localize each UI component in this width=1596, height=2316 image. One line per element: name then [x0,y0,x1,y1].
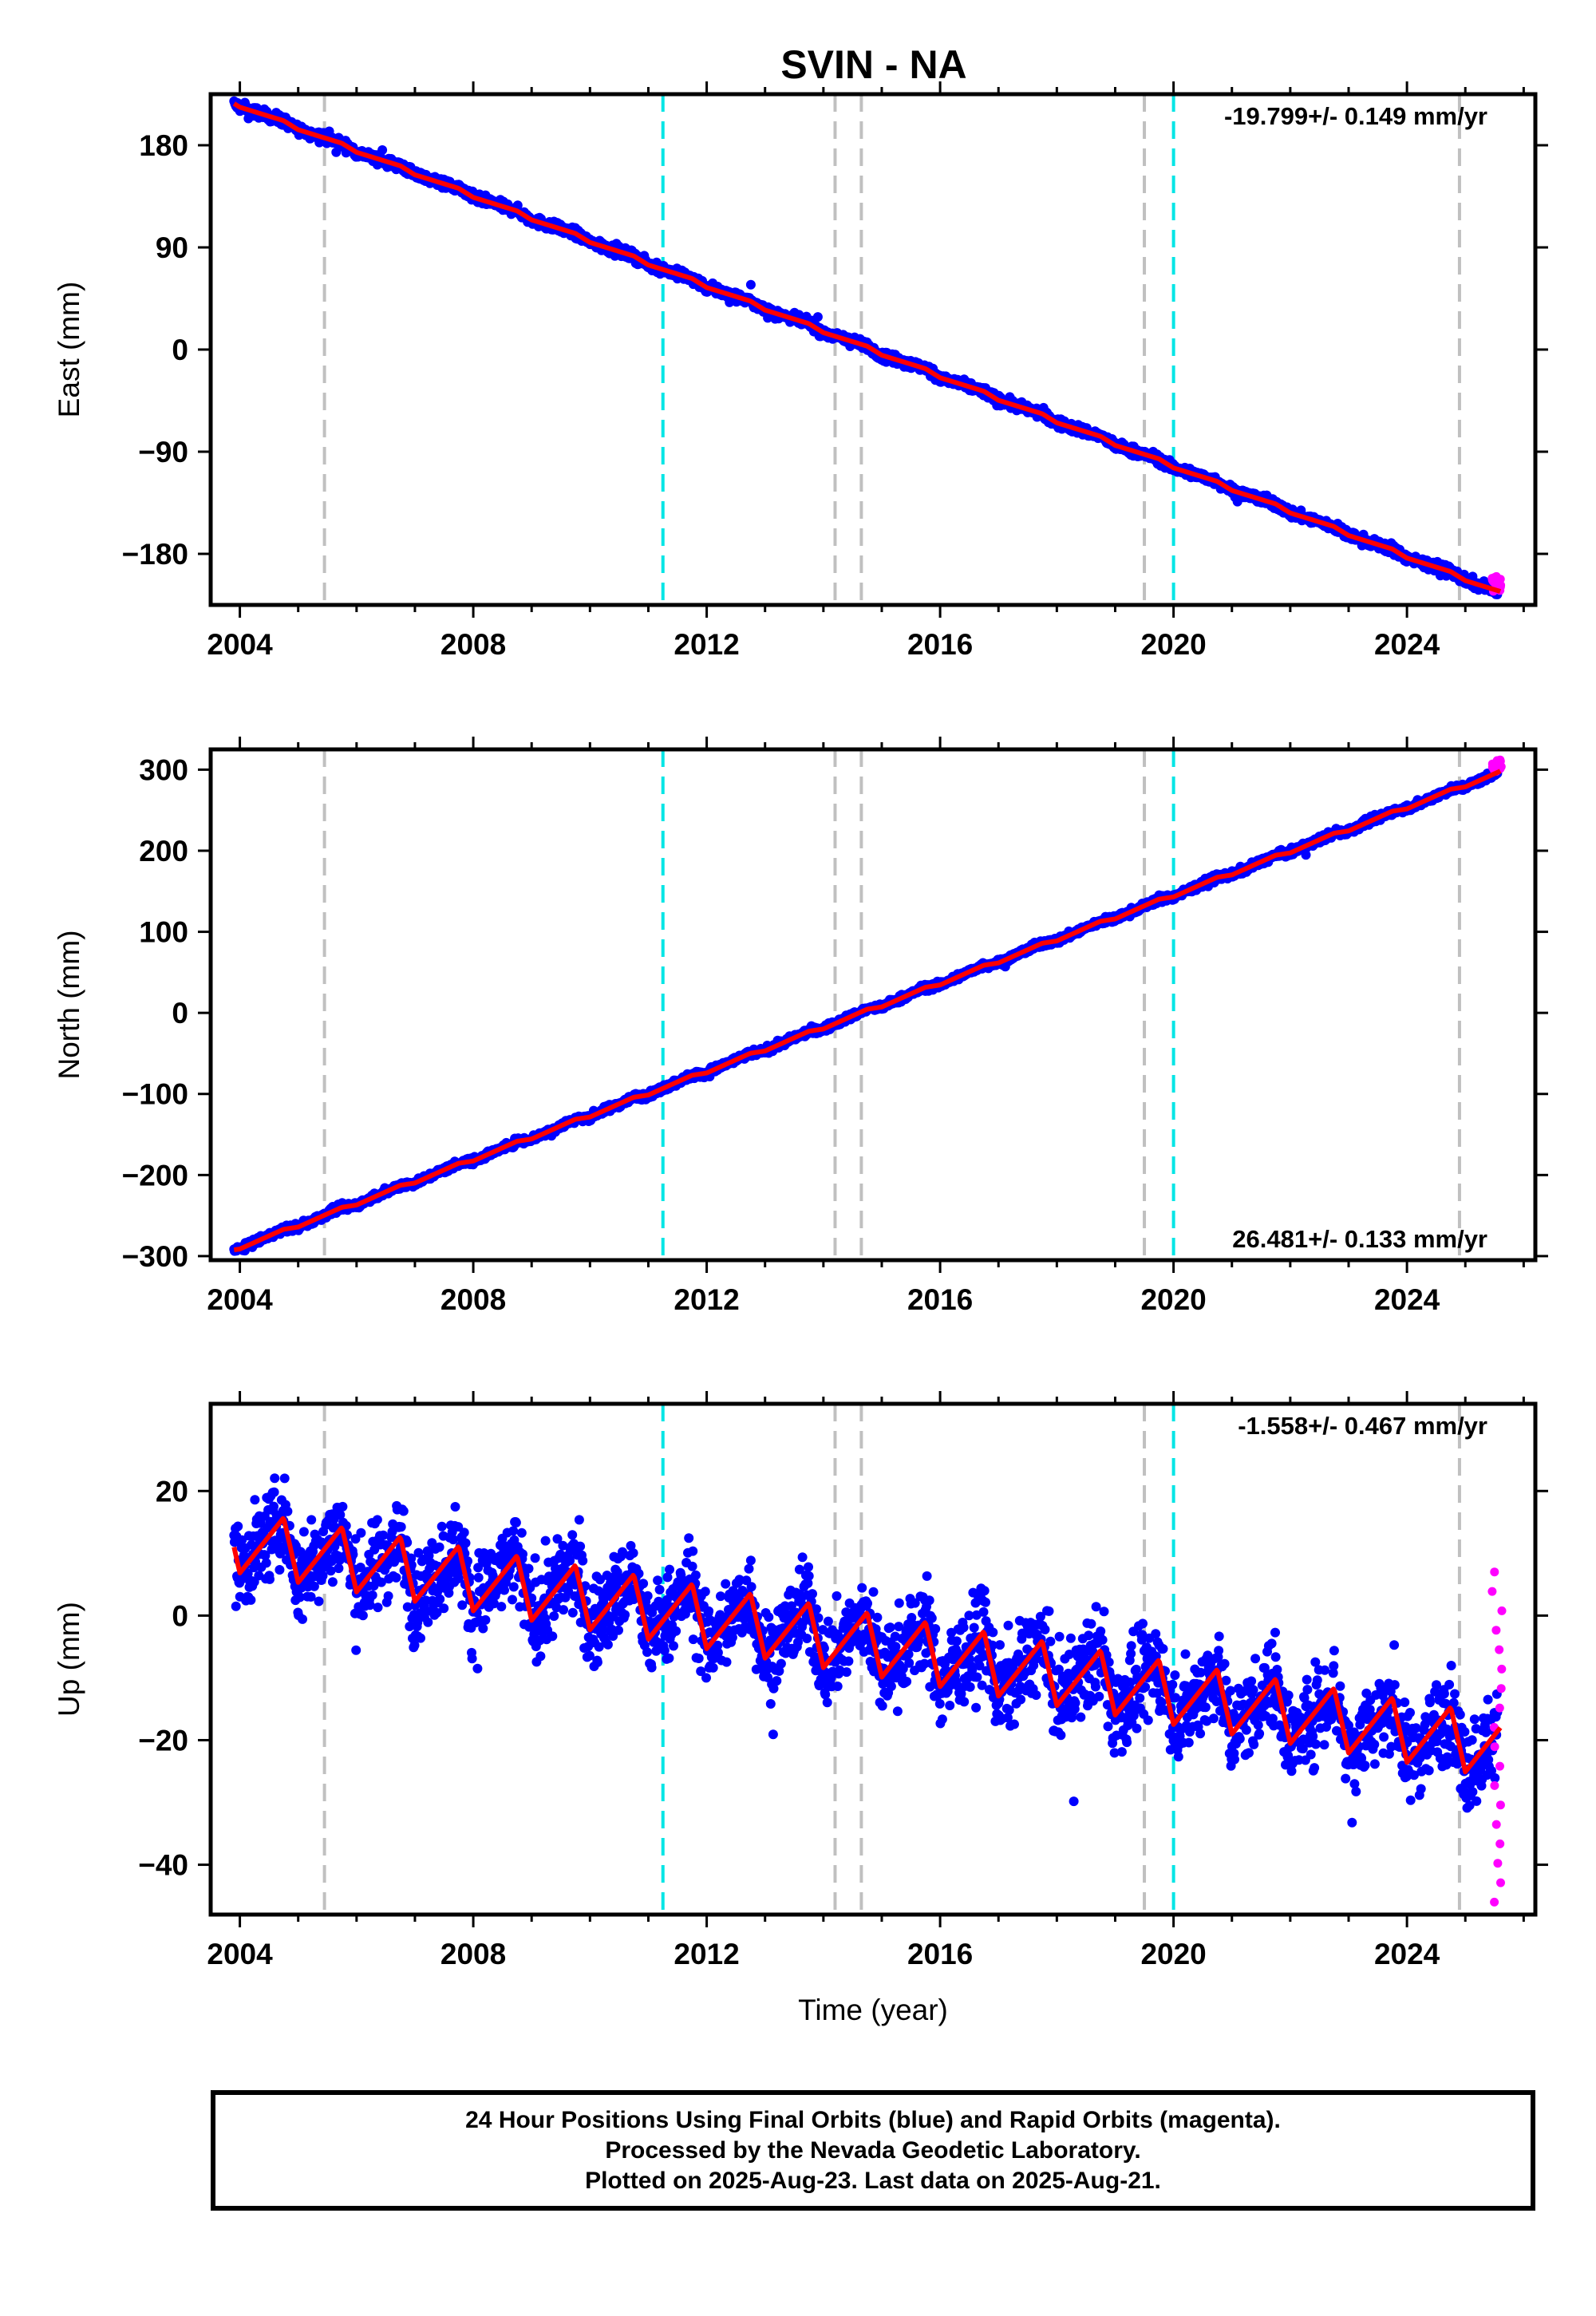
plot-area [229,749,1506,1260]
x-tick-label: 2012 [674,628,739,661]
panel-east: 2004 2008 2012 2016 2020 2024 180 90 0 −90 −180 Eas… [53,81,1548,661]
final-orbit-point [377,145,388,155]
final-orbit-point [812,312,823,322]
x-tick-label: 2004 [207,628,273,661]
y-tick-label: 90 [156,231,188,264]
model-fit-line [232,101,1502,594]
plot-area [229,94,1506,605]
x-tick-label: 2024 [1374,628,1440,661]
y-tick-label: −90 [138,436,188,468]
x-tick-label: 2008 [440,628,506,661]
y-axis-label: East (mm) [53,282,85,418]
x-tick-label: 2016 [907,628,973,661]
panel-north: 2004 2008 2012 2016 2020 20243002001000−100−2… [53,737,1548,1316]
x-tick-label: 2020 [1140,628,1206,661]
rate-annotation: -19.799+/- 0.149 mm/yr [1224,102,1487,130]
chart-title: SVIN - NA [780,42,966,87]
y-tick-label: 0 [172,334,188,366]
final-orbit-point [745,279,756,290]
y-tick-label: −180 [122,538,188,571]
y-tick-label: 180 [139,129,188,162]
